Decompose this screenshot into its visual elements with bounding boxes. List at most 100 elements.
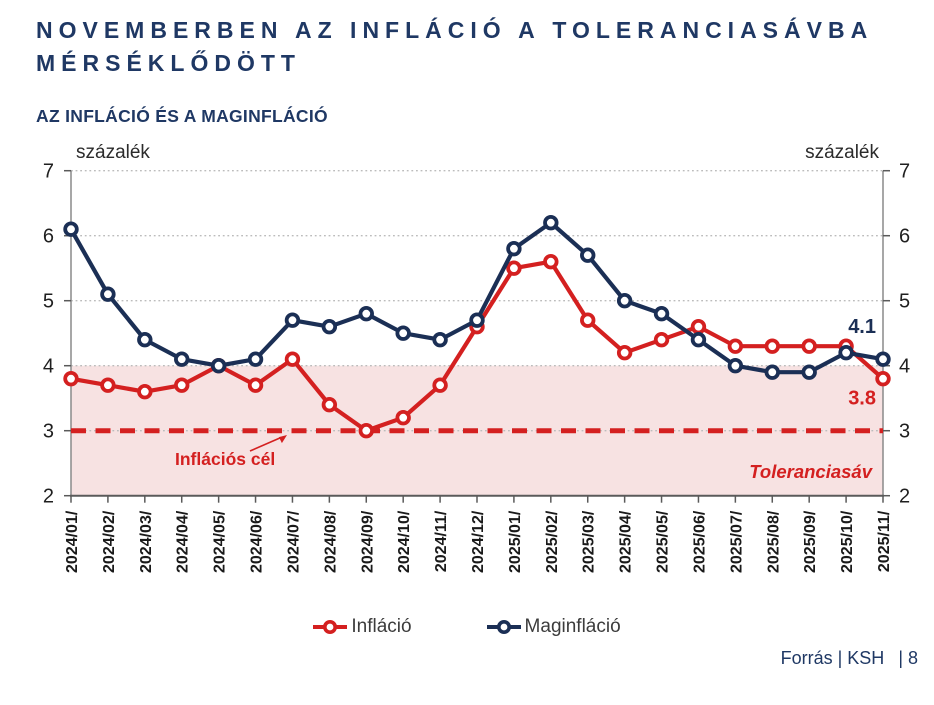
inflci-point: [137, 383, 153, 400]
xtick-label: 2025/01/: [507, 510, 524, 573]
maginflci-point: [321, 318, 338, 335]
maginflci-point: [506, 240, 522, 257]
xtick-label: 2024/09/: [359, 510, 376, 573]
xtick-label: 2025/10/: [839, 510, 856, 573]
xtick-label: 2024/08/: [322, 510, 339, 573]
maginflci-point: [358, 305, 374, 322]
legend-item-inflci: Infláció: [313, 615, 412, 638]
maginflci-point: [543, 214, 559, 231]
ytick-label-right: 3: [899, 420, 910, 442]
maginflci-point: [137, 331, 153, 348]
ytick-label-right: 7: [899, 160, 910, 182]
xtick-label: 2024/04/: [175, 510, 192, 573]
annotation-arrow-head: [278, 434, 287, 443]
ytick-label-right: 5: [899, 290, 910, 312]
inflci-point: [321, 396, 338, 413]
inflci-point: [174, 377, 190, 393]
maginflci-point: [690, 331, 707, 348]
ytick-label-left: 4: [43, 355, 54, 377]
xtick-label: 2025/07/: [728, 510, 745, 573]
xtick-label: 2024/05/: [212, 510, 229, 573]
maginflci-point: [580, 247, 596, 263]
xtick-label: 2025/03/: [581, 510, 598, 573]
maginflci-point: [653, 305, 670, 322]
ytick-label-left: 7: [43, 160, 54, 182]
maginflci-point: [838, 344, 854, 361]
unit-label-left: százalék: [76, 142, 150, 163]
inflci-point: [432, 377, 448, 393]
xtick-label: 2024/03/: [138, 510, 155, 573]
maginflci-point: [210, 357, 227, 374]
maginflci-point: [469, 312, 485, 328]
xtick-label: 2024/10/: [396, 510, 413, 573]
maginflci-point: [616, 292, 633, 309]
ytick-label-right: 6: [899, 225, 910, 247]
inflci-point: [395, 409, 411, 426]
xtick-label: 2024/11/: [433, 510, 450, 572]
ytick-label-left: 2: [43, 485, 54, 507]
maginflci-point: [432, 331, 448, 348]
maginflci-point: [801, 364, 817, 380]
maginflci-point: [395, 325, 411, 341]
inflci-point: [801, 338, 817, 354]
source-label: Forrás | KSH: [780, 647, 885, 668]
maginflci-line: [69, 220, 884, 374]
xtick-label: 2025/04/: [618, 510, 635, 573]
legend-label-maginflci: Maginfláció: [524, 615, 621, 637]
inflci-point: [616, 344, 633, 361]
maginflci-point: [875, 351, 891, 367]
inflci-point: [63, 370, 79, 387]
unit-label-right: százalék: [805, 142, 879, 163]
xtick-label: 2024/02/: [101, 510, 118, 573]
end-value-label: 4.1: [848, 316, 876, 338]
maginflci-point: [247, 351, 264, 367]
tolerance-band-label: Toleranciasáv: [749, 461, 873, 482]
xtick-label: 2025/05/: [655, 510, 672, 573]
chart-title: AZ INFLÁCIÓ ÉS A MAGINFLÁCIÓ: [36, 105, 328, 126]
inflci-point: [875, 370, 891, 387]
inflci-point: [506, 260, 522, 276]
inflation-chart: 7 7 6 6 5 5 4 4 3 3 2 2 százalék százalék 2024/01/2024…: [43, 142, 910, 573]
slide-footer: Forrás | KSH | 8: [0, 648, 934, 669]
ytick-label-left: 5: [43, 290, 54, 312]
inflci-point: [764, 338, 780, 354]
maginflci-point: [727, 357, 744, 374]
inflci-point: [543, 253, 559, 270]
inflci-point: [284, 351, 301, 367]
xtick-label: 2025/11/: [876, 510, 893, 572]
legend-marker-inflci: [313, 619, 348, 634]
inflci-point: [690, 318, 707, 335]
legend-item-maginflci: Maginfláció: [486, 615, 621, 638]
inflci-point: [358, 422, 374, 439]
inflci-point: [580, 312, 596, 328]
ytick-label-left: 3: [43, 420, 54, 442]
maginflci-point: [764, 364, 780, 380]
inflci-point: [727, 338, 744, 354]
maginflci-point: [284, 312, 301, 328]
ytick-label-right: 2: [899, 485, 910, 507]
inflation-target-label: Inflációs cél: [175, 449, 275, 469]
ytick-label-left: 6: [43, 225, 54, 247]
maginflci-point: [63, 221, 79, 237]
maginflci-point: [174, 351, 190, 367]
xtick-label: 2025/09/: [802, 510, 819, 573]
xtick-label: 2024/07/: [285, 510, 302, 573]
xtick-label: 2025/02/: [544, 510, 561, 573]
annotation-arrow-line: [249, 436, 282, 452]
xtick-label: 2024/06/: [249, 510, 266, 573]
xtick-label: 2024/12/: [470, 510, 487, 573]
xtick-label: 2025/08/: [765, 510, 782, 573]
legend-marker-maginflci: [486, 619, 521, 634]
maginflci-point: [100, 286, 116, 302]
slide-title: NOVEMBERBEN AZ INFLÁCIÓ A TOLERANCIASÁVB…: [36, 17, 873, 77]
slide: NOVEMBERBEN AZ INFLÁCIÓ A TOLERANCIASÁVB…: [0, 14, 934, 705]
chart-legend: Infláció Maginfláció: [0, 614, 934, 640]
legend-label-inflci: Infláció: [351, 615, 412, 637]
inflci-point: [247, 377, 264, 393]
xtick-label: 2025/06/: [691, 510, 708, 573]
inflci-point: [653, 331, 670, 348]
inflci-point: [100, 377, 116, 393]
end-value-label: 3.8: [848, 387, 876, 409]
page-number: | 8: [898, 647, 918, 668]
xtick-label: 2024/01/: [64, 510, 81, 573]
